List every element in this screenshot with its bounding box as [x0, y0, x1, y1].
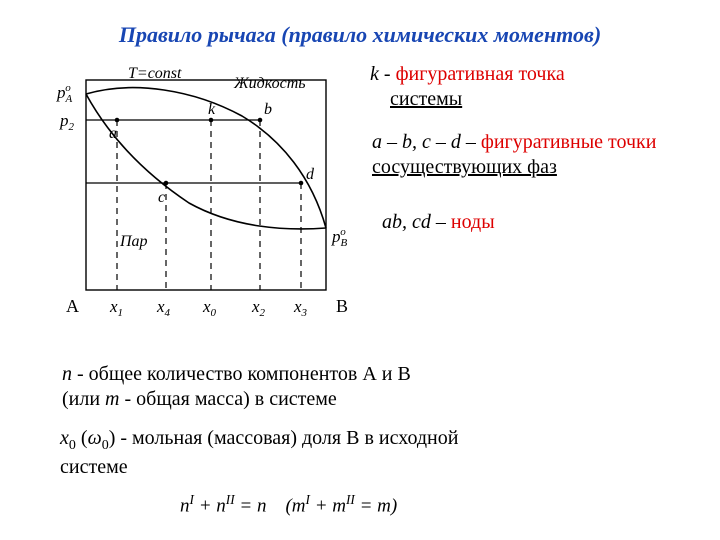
x-label-A: A — [66, 296, 79, 316]
annot-k-under: системы — [390, 88, 462, 110]
annot-abcd-red: фигуративные точки — [481, 131, 657, 153]
lower-curve — [86, 94, 326, 229]
annot-nodes: ab, cd – ноды — [382, 210, 702, 235]
annot-n: n - общее количество компонентов А и В (… — [62, 362, 682, 412]
annot-abcd-under: сосуществующих фаз — [372, 156, 557, 178]
annot-x0-sub: 0 — [69, 438, 76, 453]
y-label-pB: pBo — [331, 226, 348, 249]
annot-x0: x0 (ω0) - мольная (массовая) доля В в ис… — [60, 426, 700, 480]
annot-abcd: a – b, c – d – фигуративные точки сосуще… — [372, 130, 712, 180]
label-a: a — [109, 125, 117, 142]
annot-n-n: n — [62, 363, 72, 385]
x-label-x3: x3 — [293, 297, 308, 319]
annot-x0-wsub: 0 — [102, 438, 109, 453]
title-plain: Правило рычага — [119, 22, 281, 47]
annot-k-symbol: k — [370, 63, 379, 85]
page-title: Правило рычага (правило химических момен… — [0, 22, 720, 48]
phase-diagram: pAo p2 pBo A x1 x4 x0 x2 x3 B T=const Жи… — [24, 58, 354, 348]
label-b: b — [264, 101, 272, 118]
y-label-pA: pAo — [56, 82, 73, 105]
annot-k: k - фигуративная точка системы — [370, 62, 700, 112]
annot-x0-w: ω — [88, 427, 102, 449]
label-k: k — [208, 101, 216, 118]
annot-k-red: фигуративная точка — [396, 63, 565, 85]
plot-frame — [86, 80, 326, 290]
label-d: d — [306, 166, 315, 183]
title-paren: (правило химических моментов) — [281, 22, 601, 47]
annot-x0-close: ) - мольная (массовая) доля В в исходной — [109, 427, 459, 449]
x-label-x0: x0 — [202, 297, 217, 319]
upper-curve — [86, 88, 326, 228]
point-markers — [115, 118, 304, 186]
equation: nI + nII = n (mI + mII = m) — [180, 492, 397, 518]
annot-abcd-dash: – — [461, 131, 481, 153]
x-label-x1: x1 — [109, 297, 123, 319]
annot-nodes-italic: ab, cd — [382, 211, 431, 233]
label-c: c — [158, 189, 165, 206]
y-label-p2: p2 — [59, 111, 75, 133]
annot-n-suf: - общая масса) в системе — [120, 388, 337, 410]
annot-n-m: m — [105, 388, 119, 410]
label-liquid: Жидкость — [233, 75, 306, 92]
annot-nodes-dash: – — [431, 211, 451, 233]
x-label-x2: x2 — [251, 297, 266, 319]
label-vapor: Пар — [119, 233, 148, 250]
annot-abcd-italic: a – b, c – d — [372, 131, 461, 153]
annot-x0-open: ( — [76, 427, 88, 449]
annot-nodes-red: ноды — [451, 211, 495, 233]
dash-verticals — [117, 120, 301, 290]
x-label-B: B — [336, 296, 348, 316]
annot-n-pre: (или — [62, 388, 105, 410]
annot-x0-x: x — [60, 427, 69, 449]
annot-n-text1: - общее количество компонентов А и В — [72, 363, 411, 385]
annot-x0-l2: системе — [60, 456, 128, 478]
annot-k-dash: - — [379, 63, 396, 85]
label-Tconst: T=const — [128, 65, 182, 82]
x-label-x4: x4 — [156, 297, 171, 319]
